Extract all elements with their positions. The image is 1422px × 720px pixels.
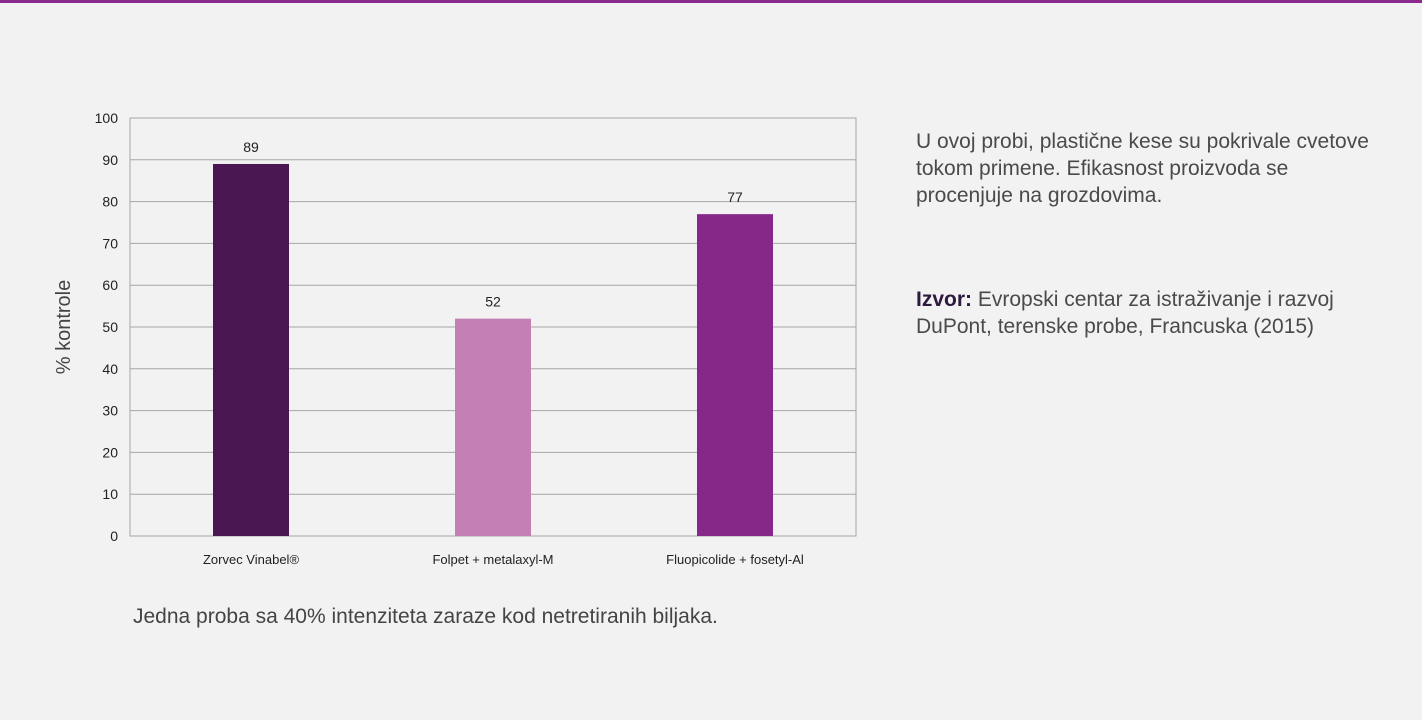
y-tick-label-5: 50: [102, 319, 118, 335]
source-note: Izvor: Evropski centar za istraživanje i…: [916, 286, 1386, 340]
y-tick-label-0: 0: [110, 528, 118, 544]
top-accent-border: [0, 0, 1422, 3]
y-tick-label-4: 40: [102, 361, 118, 377]
bar-chart: 0 10 20 30 40 50 60 70 80 90 100 % kontrole 89 Zorvec…: [53, 110, 857, 567]
data-label-0: 89: [243, 139, 259, 155]
y-tick-label-10: 100: [95, 110, 119, 126]
x-category-label-1: Folpet + metalaxyl-M: [432, 552, 553, 567]
x-category-label-2: Fluopicolide + fosetyl-Al: [666, 552, 804, 567]
bar-0: [213, 163, 289, 537]
y-tick-label-8: 80: [102, 194, 118, 210]
trial-note: U ovoj probi, plastične kese su pokrival…: [916, 130, 1369, 207]
x-category-label-0: Zorvec Vinabel®: [203, 552, 299, 567]
y-tick-label-3: 30: [102, 403, 118, 419]
y-tick-label-1: 10: [102, 486, 118, 502]
bar-1: [455, 318, 531, 536]
y-tick-label-9: 90: [102, 152, 118, 168]
source-label: Izvor:: [916, 288, 973, 311]
data-label-1: 52: [485, 294, 501, 310]
data-label-2: 77: [727, 189, 743, 205]
y-axis-label: % kontrole: [53, 280, 75, 375]
y-tick-label-7: 70: [102, 235, 118, 251]
y-tick-label-6: 60: [102, 277, 118, 293]
y-tick-label-2: 20: [102, 444, 118, 460]
bar-2: [697, 214, 773, 536]
chart-caption: Jedna proba sa 40% intenziteta zaraze ko…: [133, 605, 718, 628]
source-text: Evropski centar za istraživanje i razvoj…: [916, 288, 1334, 338]
